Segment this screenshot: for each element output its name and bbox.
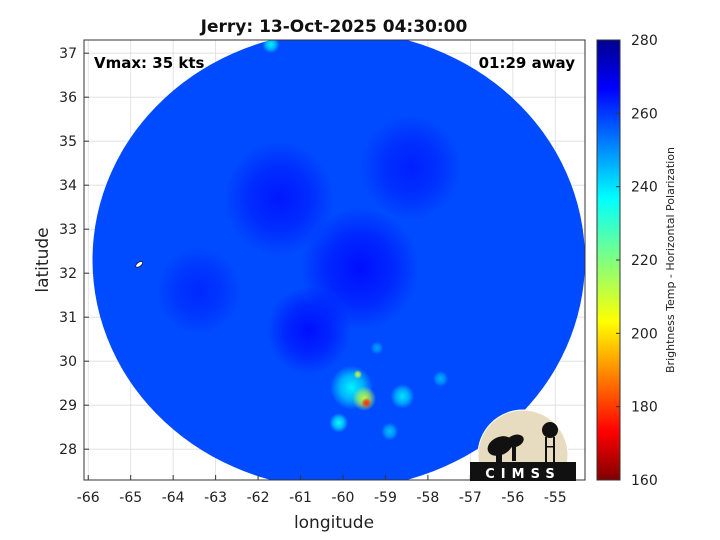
y-tick-label: 33 [59,222,77,238]
cimss-logo: CIMSS [470,409,576,482]
logo-text: CIMSS [485,467,560,482]
colorbar-label: Brightness Temp - Horizontal Polarizatio… [664,147,677,373]
x-tick-label: -55 [544,490,567,506]
y-tick-label: 32 [59,266,77,282]
colorbar-tick-label: 200 [631,326,658,342]
colorbar-ticks: 160 180 200 220 240 260 280 [616,33,658,489]
bt-feature [381,422,399,441]
x-tick-label: -66 [77,490,100,506]
bt-feature [353,370,363,379]
bt-feature [361,397,372,409]
y-tick-label: 36 [59,90,77,106]
colorbar-tick-label: 280 [631,33,658,49]
y-tick-label: 34 [59,178,77,194]
x-axis-ticks: -66 -65 -64 -63 -62 -61 -60 -59 -58 -57 -56 -55 [77,475,567,506]
y-tick-label: 30 [59,354,77,370]
brightness-temp-swath [92,40,585,480]
colorbar-tick-label: 180 [631,400,658,416]
x-tick-label: -60 [332,490,355,506]
bt-feature [390,384,415,409]
plot-area [84,40,585,480]
x-tick-label: -57 [459,490,482,506]
bt-feature [329,413,349,433]
water-tower-icon [542,422,558,462]
y-tick-label: 37 [59,46,77,62]
x-tick-label: -64 [162,490,185,506]
plot-frame [83,39,586,481]
cloud-speck [135,261,143,268]
y-tick-label: 29 [59,398,77,414]
bt-feature [156,246,242,335]
bt-feature [224,141,335,256]
x-tick-label: -56 [501,490,524,506]
logo-banner [470,462,576,481]
time-away-annotation: 01:29 away [479,54,576,72]
y-tick-label: 35 [59,134,77,150]
bt-feature [370,341,384,355]
x-tick-label: -58 [416,490,439,506]
x-tick-label: -61 [289,490,312,506]
y-axis-label: latitude [33,227,53,292]
x-tick-label: -62 [247,490,270,506]
colorbar-tick-label: 160 [631,473,658,489]
x-tick-label: -65 [119,490,142,506]
x-tick-label: -63 [204,490,227,506]
bt-feature [359,114,462,221]
colorbar-tick-label: 220 [631,253,658,269]
bt-feature [433,370,449,387]
x-axis-label: longitude [294,513,374,533]
satellite-dish-icon [487,434,524,464]
y-axis-ticks: 28 29 30 31 32 33 34 35 36 37 [59,46,89,458]
vmax-annotation: Vmax: 35 kts [94,54,204,72]
colorbar-tick-label: 260 [631,106,658,122]
colorbar-tick-label: 240 [631,180,658,196]
x-tick-label: -59 [374,490,397,506]
bt-feature [266,286,352,375]
y-tick-label: 31 [59,310,77,326]
chart-title: Jerry: 13-Oct-2025 04:30:00 [200,17,468,37]
y-tick-label: 28 [59,442,77,458]
bt-feature [262,40,280,54]
